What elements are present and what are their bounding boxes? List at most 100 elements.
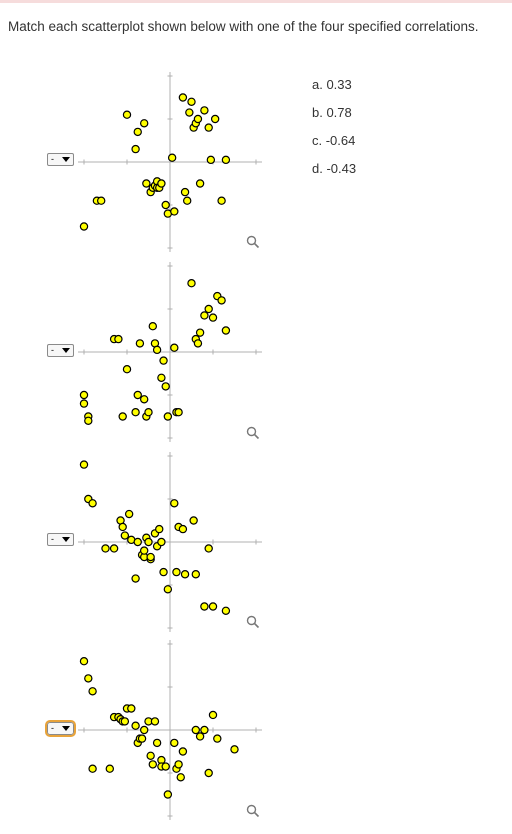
scatter-point: [191, 725, 200, 735]
scatter-point: [200, 602, 209, 611]
scatter-point: [204, 768, 213, 778]
scatter-point: [133, 390, 142, 400]
scatter-point: [174, 760, 183, 769]
scatter-point: [114, 334, 123, 344]
scatter-point: [79, 390, 89, 400]
scatter-point: [217, 296, 226, 305]
chevron-down-icon: [62, 726, 70, 731]
scatter-point: [195, 328, 205, 337]
scatter-point: [139, 395, 149, 404]
scatterplot-3: [78, 452, 262, 632]
option-d: d. -0.43: [312, 161, 357, 176]
scatter-point: [133, 537, 142, 547]
scatter-point: [187, 279, 196, 288]
scatter-point: [163, 585, 173, 594]
scatter-point: [200, 725, 209, 735]
scatter-point: [161, 382, 170, 391]
scatter-point: [131, 144, 140, 154]
scatter-point: [105, 764, 115, 773]
scatter-point: [206, 155, 216, 165]
scatter-point: [200, 106, 209, 115]
scatter-point: [195, 179, 205, 188]
scatter-point: [159, 567, 168, 577]
scatter-point: [122, 110, 132, 119]
scatter-point: [139, 725, 149, 735]
chevron-down-icon: [62, 348, 70, 353]
scatter-point: [101, 544, 110, 553]
scatter-point: [96, 196, 106, 205]
scatter-point: [172, 567, 181, 577]
select-value: -: [51, 345, 54, 355]
scatter-point: [195, 732, 205, 741]
select-value: -: [51, 154, 54, 164]
scatter-point: [193, 114, 203, 124]
scatter-point: [174, 407, 183, 417]
option-c: c. -0.64: [312, 133, 356, 148]
top-border: [0, 0, 512, 3]
scatter-point: [118, 522, 127, 532]
scatter-point: [230, 745, 239, 754]
scatter-point: [122, 364, 132, 374]
scatter-point: [176, 773, 185, 782]
scatter-point: [221, 326, 231, 335]
scatter-point: [167, 153, 177, 162]
scatter-point: [146, 751, 155, 761]
correlation-select-3[interactable]: -: [47, 533, 74, 546]
scatter-point: [163, 790, 173, 799]
scatter-point: [131, 574, 140, 583]
scatterplot-2: [78, 262, 262, 442]
magnifier-icon[interactable]: [246, 804, 260, 818]
scatter-point: [170, 207, 179, 216]
scatter-point: [217, 196, 226, 205]
scatter-point: [79, 399, 89, 408]
magnifier-icon[interactable]: [246, 235, 260, 249]
scatter-point: [79, 460, 89, 469]
magnifier-icon[interactable]: [246, 426, 260, 440]
scatter-point: [155, 524, 164, 534]
scatter-point: [131, 407, 140, 417]
scatter-point: [163, 412, 173, 421]
scatterplot-4: [78, 640, 262, 820]
scatter-point: [148, 321, 157, 331]
scatter-point: [178, 93, 188, 102]
scatter-point: [178, 524, 188, 534]
option-b: b. 0.78: [312, 105, 352, 120]
scatter-point: [127, 704, 136, 713]
scatter-point: [148, 760, 157, 769]
scatter-point: [139, 546, 149, 555]
scatter-point: [208, 313, 218, 322]
scatter-point: [120, 531, 130, 540]
scatter-point: [88, 499, 97, 508]
scatter-point: [210, 114, 220, 124]
scatter-point: [161, 200, 170, 210]
scatter-point: [208, 602, 218, 611]
scatter-point: [88, 764, 97, 773]
scatter-point: [144, 407, 153, 417]
chevron-down-icon: [62, 157, 70, 162]
scatter-point: [213, 734, 222, 743]
scatter-point: [84, 416, 93, 425]
scatter-point: [152, 345, 162, 355]
scatter-point: [193, 339, 203, 348]
correlation-select-2[interactable]: -: [47, 344, 74, 357]
scatter-point: [84, 674, 93, 683]
scatter-point: [79, 657, 89, 666]
option-a: a. 0.33: [312, 77, 352, 92]
scatter-point: [178, 747, 188, 756]
scatter-point: [170, 499, 179, 508]
scatter-point: [221, 606, 231, 615]
scatter-point: [88, 687, 97, 696]
scatter-point: [159, 356, 168, 365]
scatter-point: [150, 717, 160, 726]
correlation-select-4[interactable]: -: [45, 720, 76, 737]
magnifier-icon[interactable]: [246, 615, 260, 629]
correlation-options: a. 0.33 b. 0.78 c. -0.64 d. -0.43: [312, 76, 356, 188]
scatter-point: [189, 516, 198, 525]
scatter-point: [221, 155, 231, 165]
correlation-select-1[interactable]: -: [47, 153, 74, 166]
scatter-point: [157, 373, 166, 383]
scatter-point: [204, 544, 213, 553]
scatter-point: [152, 738, 162, 748]
question-prompt: Match each scatterplot shown below with …: [8, 19, 479, 34]
scatter-point: [133, 127, 142, 137]
